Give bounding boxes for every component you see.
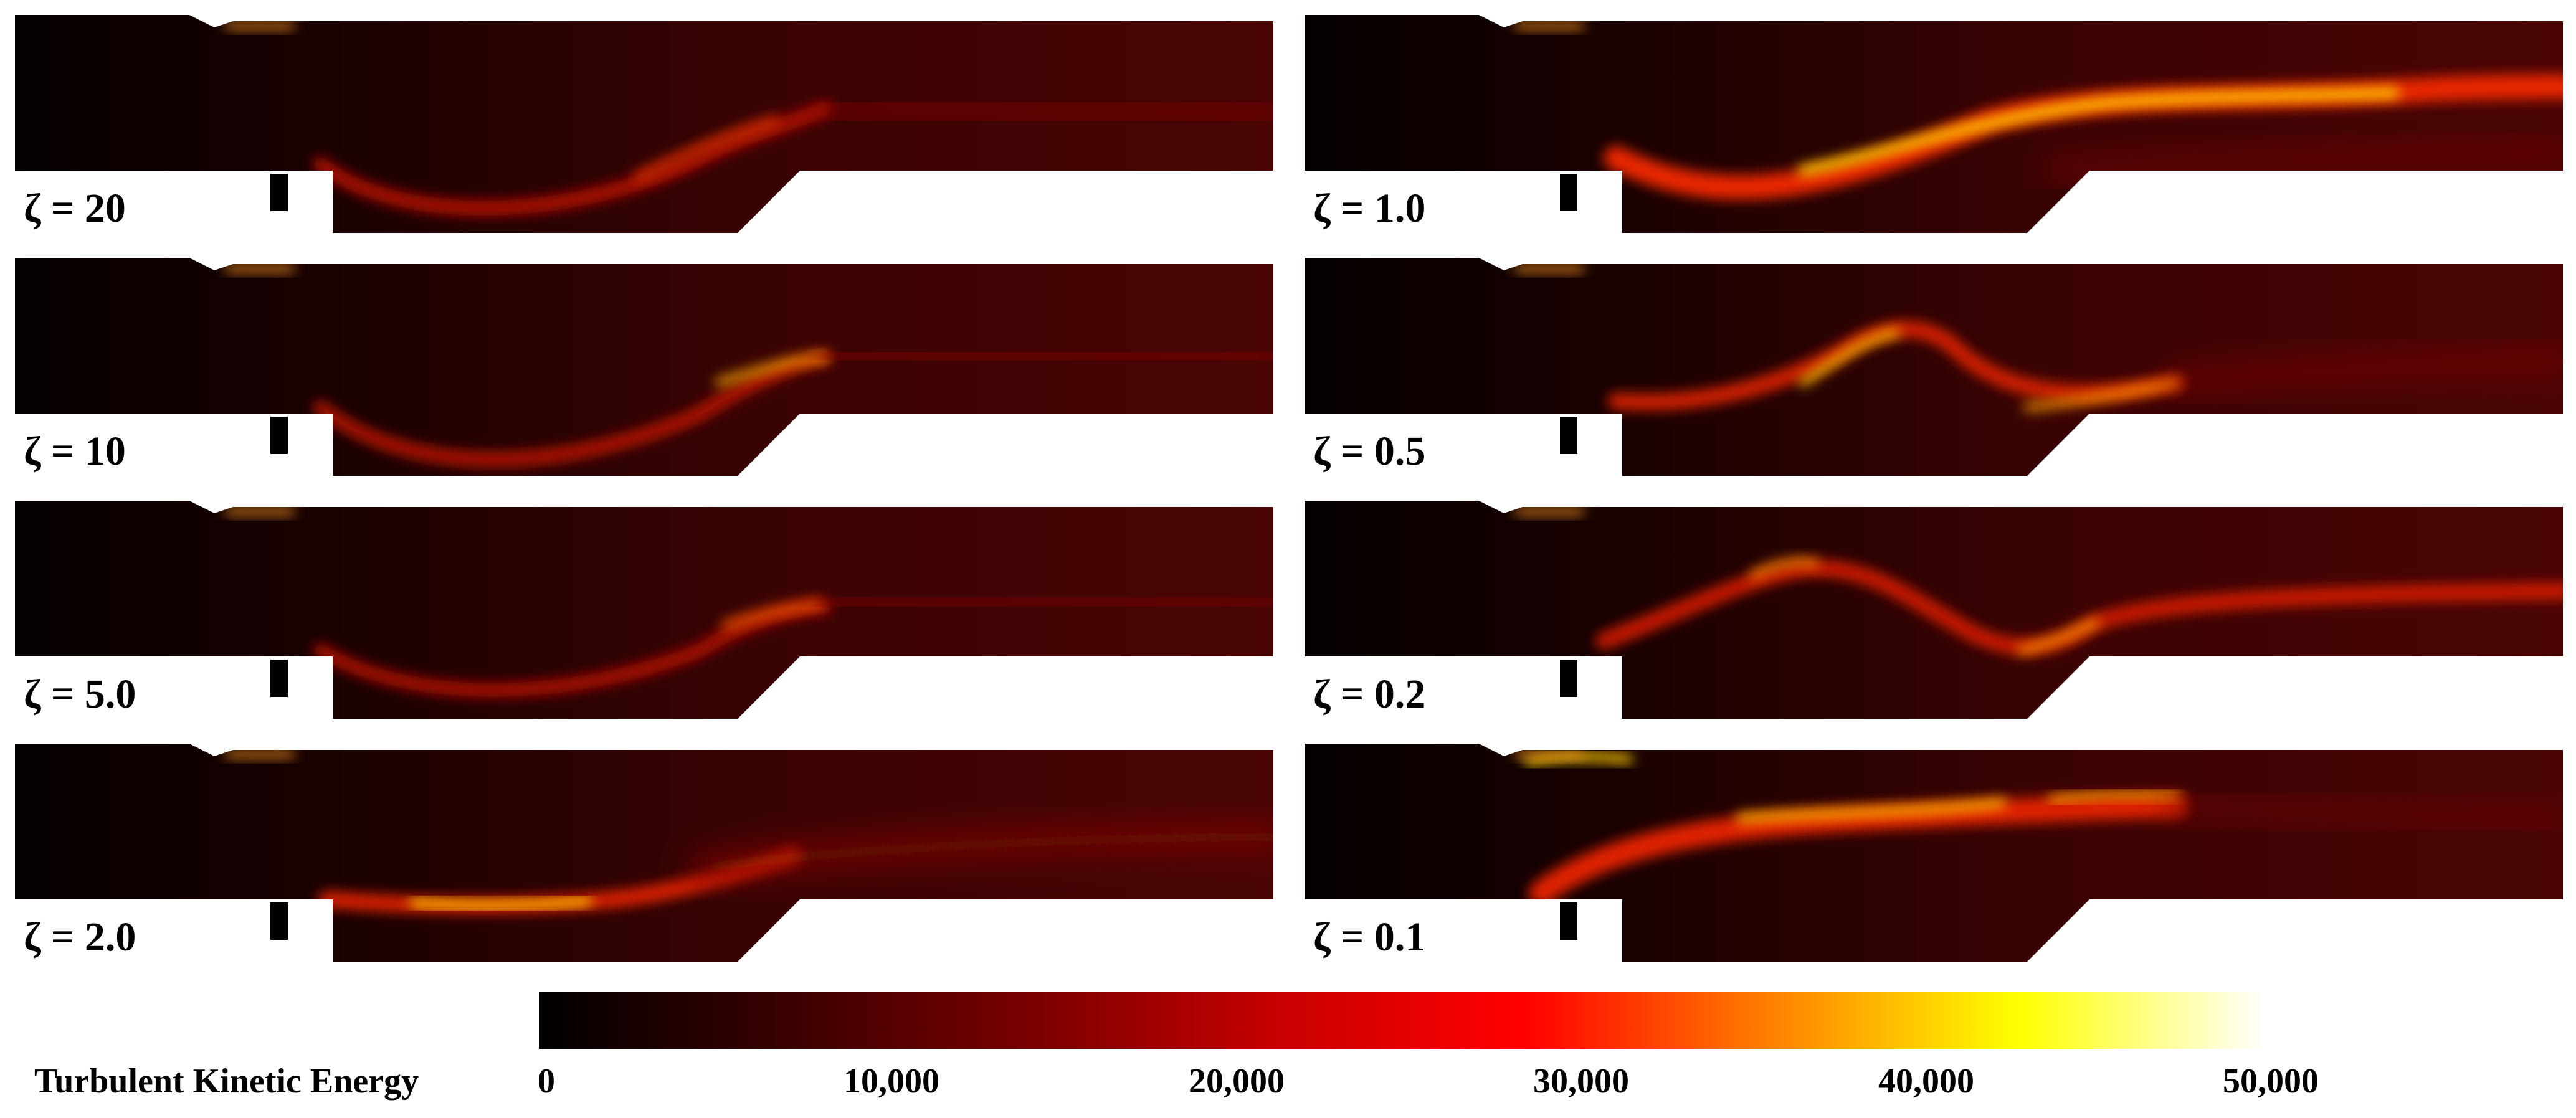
colorbar-tick-label: 40,000 [1878,1062,1974,1101]
contour-panel [1305,258,2563,476]
tke-streak [1749,558,1819,579]
obstacle-block [270,417,288,454]
inlet-hotspot [1515,508,1584,514]
tke-streak [2048,790,2180,803]
contour-panel [15,258,1273,476]
panel-label-zeta-20: ζ = 20 [24,186,126,231]
tke-streak [1736,798,2007,823]
colorbar [539,992,2265,1049]
tke-streak [2167,351,2563,392]
obstacle-block [1560,902,1577,940]
tke-streak [2167,797,2563,828]
obstacle-block [1560,417,1577,454]
tke-streak [1595,560,2563,655]
obstacle-block [270,174,288,211]
tke-streak [313,351,832,467]
tke-streak [1798,88,2400,176]
tke-streak [1529,793,2189,906]
tke-streak [815,344,1273,367]
inlet-hotspot [226,508,294,514]
tke-streak [313,600,832,697]
tke-streak [689,826,1273,879]
contour-panel [1305,15,2563,233]
colorbar-tick-label: 50,000 [2223,1062,2319,1101]
obstacle-block [270,660,288,697]
tke-streak [634,116,779,181]
tke-streak [409,896,592,910]
panel-label-zeta-5: ζ = 5.0 [24,671,136,717]
panel-label-zeta-2: ζ = 2.0 [24,914,136,960]
obstacle-block [1560,660,1577,697]
panel-label-zeta-10: ζ = 10 [24,429,126,474]
tke-streak [1608,321,2185,410]
tke-streak [721,600,822,629]
contour-panel [15,744,1273,962]
inlet-hotspot [226,265,294,272]
panel-label-zeta-0-2: ζ = 0.2 [1313,671,1426,717]
contour-panel [15,501,1273,719]
inlet-hotspot [226,751,294,757]
panel-label-zeta-0-1: ζ = 0.1 [1313,914,1426,960]
obstacle-block [1560,174,1577,211]
inlet-hotspot [1515,265,1584,272]
colorbar-tick-label: 30,000 [1533,1062,1629,1101]
tke-streak [313,101,832,216]
tke-streak [815,99,1273,124]
tke-streak [1799,329,1900,386]
colorbar-tick-label: 20,000 [1189,1062,1285,1101]
contour-panel [15,15,1273,233]
contour-panel [1305,744,2563,962]
tke-streak [815,591,1273,613]
inlet-hotspot [1515,751,1584,757]
tke-streak [2023,379,2180,411]
panel-label-zeta-0-5: ζ = 0.5 [1313,429,1426,474]
tke-streak [2017,618,2099,654]
tke-streak [2043,143,2563,180]
colorbar-title: Turbulent Kinetic Energy [34,1062,419,1101]
obstacle-block [270,902,288,940]
contour-panel [1305,501,2563,719]
colorbar-tick-label: 10,000 [844,1062,939,1101]
panel-label-zeta-1: ζ = 1.0 [1313,186,1426,231]
inlet-hotspot [226,22,294,29]
colorbar-tick-label: 0 [538,1062,555,1101]
inlet-hotspot [1515,22,1584,29]
